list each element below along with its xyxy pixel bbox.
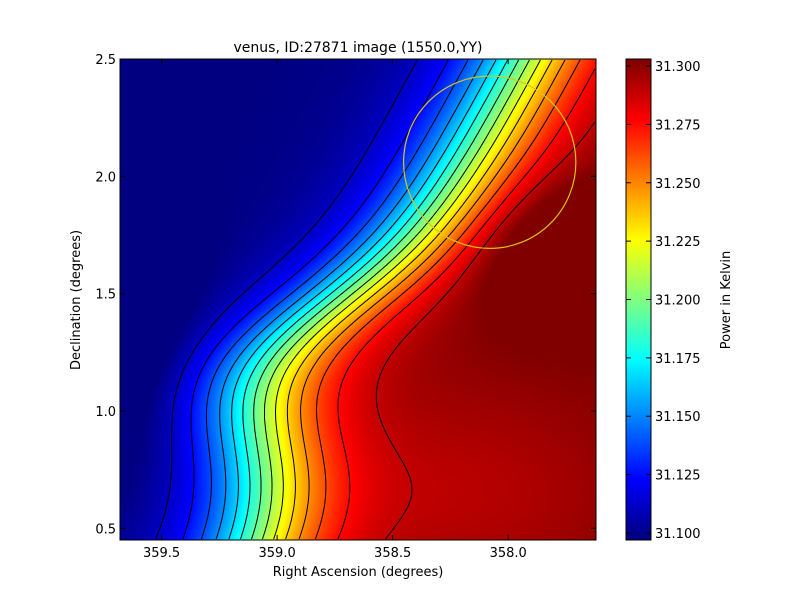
contour-line [200, 59, 469, 540]
colorbar-tick-label: 31.225 [655, 235, 701, 250]
x-tick-label: 359.0 [259, 546, 296, 561]
x-tick-label: 359.5 [143, 546, 180, 561]
colorbar-tick-label: 31.275 [655, 118, 701, 133]
colorbar-tick-label: 31.125 [655, 469, 701, 484]
colorbar-tick-label: 31.250 [655, 177, 701, 192]
colorbar-tick-label: 31.150 [655, 410, 701, 425]
x-tick-label: 358.5 [374, 546, 411, 561]
y-tick-label: 0.5 [95, 522, 116, 537]
y-tick-label: 1.5 [95, 288, 116, 303]
colorbar-tick-label: 31.200 [655, 294, 701, 309]
x-tick-label: 358.0 [490, 546, 527, 561]
colorbar: 31.100 31.125 31.150 31.175 31.200 31.225 31.2… [625, 58, 701, 542]
contour-line [298, 59, 566, 540]
contour-line [240, 59, 509, 540]
colorbar-tick-label: 31.100 [655, 527, 701, 542]
colorbar-axis: 31.100 31.125 31.150 31.175 31.200 31.225 31.2… [626, 60, 701, 542]
y-axis-label: Declination (degrees) [69, 230, 84, 370]
contour-line [155, 59, 418, 540]
contour-line [228, 59, 497, 540]
plot-frame [119, 58, 597, 541]
beam-circle [402, 75, 577, 249]
y-axis: 0.5 1.0 1.5 2.0 2.5 [95, 53, 596, 537]
contour-line [375, 121, 596, 540]
x-axis-label: Right Ascension (degrees) [273, 565, 444, 580]
heatmap-image [120, 59, 596, 540]
y-tick-label: 2.5 [95, 53, 116, 68]
plot-area [119, 58, 597, 541]
contour-line [273, 59, 541, 540]
contour-line [251, 59, 520, 540]
y-tick-label: 2.0 [95, 170, 116, 185]
colorbar-tick-label: 31.300 [655, 60, 701, 75]
contour-line [285, 59, 553, 540]
contour-line [314, 59, 581, 540]
colorbar-tick-label: 31.175 [655, 352, 701, 367]
colorbar-label: Power in Kelvin [719, 251, 734, 349]
chart-title: venus, ID:27871 image (1550.0,YY) [234, 40, 483, 56]
x-axis: 359.5 359.0 358.5 358.0 [143, 59, 527, 561]
contour-line [262, 59, 530, 540]
contour-line [215, 59, 484, 540]
y-tick-label: 1.0 [95, 405, 116, 420]
contour-lines [155, 59, 596, 540]
